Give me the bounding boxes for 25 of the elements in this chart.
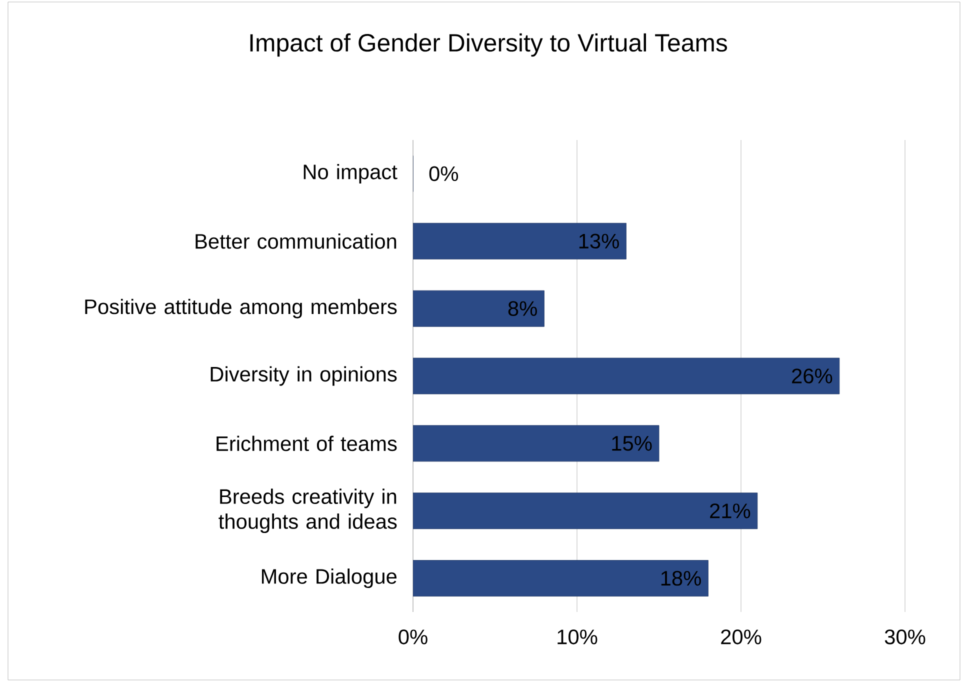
- y-tick-label: No impact: [304, 164, 398, 184]
- bar: [413, 560, 708, 596]
- bar: [413, 358, 840, 394]
- chart-title: Impact of Gender Diversity to Virtual Teams: [250, 33, 728, 57]
- data-label: 8%: [508, 301, 537, 316]
- y-tick-label: More Dialogue: [262, 568, 397, 588]
- y-tick-label: Diversity in opinions: [210, 366, 397, 386]
- x-tick-label: 0%: [398, 630, 428, 644]
- y-tick-label: Erichment of teams: [216, 436, 397, 452]
- x-tick-label: 20%: [721, 630, 762, 644]
- bar: [413, 492, 758, 530]
- bar: [413, 425, 660, 462]
- x-tick-label: 10%: [558, 630, 598, 644]
- data-label: 13%: [579, 234, 619, 249]
- data-label: 18%: [661, 570, 701, 586]
- y-tick-label: Positive attitude among members: [85, 298, 397, 318]
- data-label: 15%: [612, 436, 652, 451]
- y-tick-label: Breeds creativity in thoughts and ideas: [218, 488, 397, 534]
- x-tick-label: 30%: [884, 630, 926, 644]
- data-label: 26%: [792, 368, 832, 384]
- bar: [413, 290, 544, 327]
- y-tick-label: Better communication: [196, 233, 396, 249]
- data-label: 0%: [429, 166, 458, 182]
- bar: [413, 222, 626, 260]
- data-label: 21%: [710, 503, 750, 518]
